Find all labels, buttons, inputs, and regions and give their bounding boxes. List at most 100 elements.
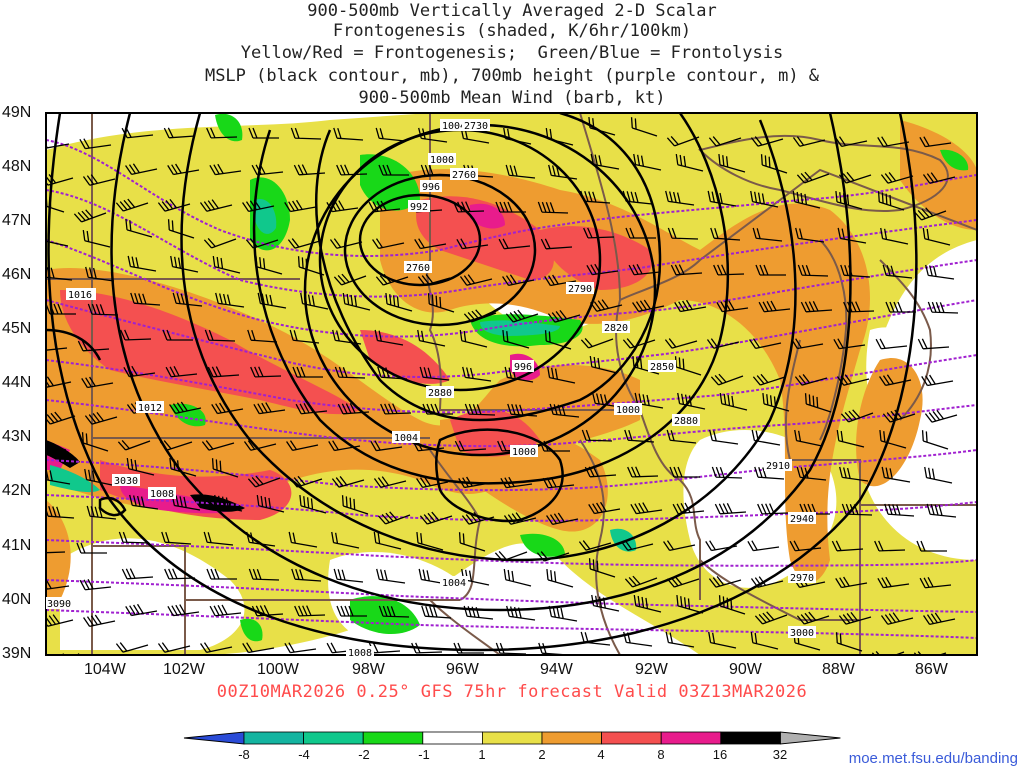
wind-barb <box>79 138 112 150</box>
wind-barb <box>789 540 822 552</box>
wind-barb <box>294 605 326 617</box>
colorbar-extend-low <box>183 731 245 745</box>
wind-barb <box>46 376 72 389</box>
wind-barb <box>664 338 698 349</box>
height-label: 2760 <box>450 168 478 181</box>
wind-barb <box>882 409 916 423</box>
wind-barb <box>326 200 359 213</box>
colorbar-label: 8 <box>657 747 665 762</box>
wind-barb <box>584 466 617 478</box>
wind-barb <box>880 227 909 245</box>
wind-barb <box>203 531 234 546</box>
lon-label: 92W <box>635 661 668 678</box>
wind-barb <box>215 292 245 308</box>
wind-barb <box>169 401 202 415</box>
wind-barb <box>588 558 616 578</box>
colorbar-label: -1 <box>418 747 430 762</box>
wind-barb <box>418 127 448 143</box>
wind-barb <box>171 494 201 511</box>
svg-text:1004: 1004 <box>442 121 466 132</box>
wind-barb <box>46 193 65 213</box>
wind-barb <box>882 264 913 279</box>
wind-barb <box>922 227 951 246</box>
lat-label: 47N <box>2 212 32 229</box>
wind-barb <box>879 374 912 387</box>
wind-barb <box>666 136 700 147</box>
wind-barb <box>81 432 109 452</box>
wind-barb <box>204 329 236 342</box>
lat-label: 46N <box>2 266 32 283</box>
wind-barb <box>839 466 869 482</box>
wind-barb <box>299 495 327 514</box>
wind-barb <box>211 458 239 478</box>
wind-barb <box>411 642 443 654</box>
wind-barb <box>624 429 655 443</box>
wind-barb <box>127 255 157 272</box>
wind-barb <box>877 136 910 148</box>
wind-barb <box>46 174 74 186</box>
svg-text:1016: 1016 <box>68 290 92 301</box>
wind-barb <box>922 172 956 184</box>
wind-barb <box>368 200 401 213</box>
svg-text:1004: 1004 <box>394 433 418 444</box>
height-label: 2970 <box>788 571 816 584</box>
wind-barb <box>288 531 318 548</box>
wind-barb <box>667 227 699 240</box>
svg-text:3000: 3000 <box>790 628 814 639</box>
great-lakes-outline <box>698 134 949 441</box>
wind-barb <box>506 605 536 621</box>
wind-barb <box>332 329 362 345</box>
height-label: 2940 <box>788 512 816 525</box>
wind-barb <box>257 292 287 309</box>
wind-barb <box>622 190 653 205</box>
wind-barb <box>250 366 282 378</box>
wind-barb <box>630 502 663 515</box>
wind-barb <box>79 579 112 591</box>
wind-barb <box>289 329 320 344</box>
wind-barb <box>162 329 193 341</box>
lat-label: 49N <box>2 104 32 121</box>
svg-text:2940: 2940 <box>790 514 814 525</box>
wind-barb <box>502 330 530 349</box>
wind-barb <box>342 292 371 311</box>
wind-barb <box>453 201 485 213</box>
wind-barb <box>46 542 66 554</box>
lon-label: 90W <box>729 661 762 678</box>
wind-barb <box>456 238 489 250</box>
wind-barb <box>548 164 578 180</box>
wind-barb <box>750 136 784 147</box>
wind-barb <box>300 292 329 310</box>
lat-label: 39N <box>2 645 32 662</box>
wind-barb <box>666 575 700 588</box>
wind-barb <box>420 164 452 177</box>
colorbar-swatch <box>601 731 662 745</box>
wind-barb <box>799 503 830 515</box>
colorbar-label: -8 <box>238 747 250 762</box>
wind-barb <box>835 191 863 210</box>
wind-barb <box>632 299 665 313</box>
height-label: 3090 <box>46 597 72 610</box>
wind-barb <box>284 642 317 654</box>
wind-barb <box>919 577 952 589</box>
mslp-label: 1000 <box>428 153 456 166</box>
wind-barb <box>840 409 874 423</box>
wind-barb <box>292 366 323 378</box>
wind-barb <box>328 440 361 452</box>
wind-barb <box>632 356 660 375</box>
wind-barb <box>548 605 578 622</box>
mslp-label: 1000 <box>510 445 538 458</box>
wind-barb <box>792 136 826 147</box>
wind-barb <box>749 338 782 350</box>
wind-barb <box>46 614 74 627</box>
wind-barb <box>505 164 536 179</box>
wind-barb <box>710 227 741 241</box>
wind-barb <box>708 631 737 649</box>
wind-barb <box>536 551 570 562</box>
wind-barb <box>380 403 412 415</box>
wind-barb <box>589 299 623 312</box>
svg-text:3090: 3090 <box>47 599 71 610</box>
wind-barb <box>874 540 906 552</box>
wind-barb <box>117 440 151 451</box>
wind-barb <box>750 190 779 208</box>
wind-barb <box>546 512 579 526</box>
